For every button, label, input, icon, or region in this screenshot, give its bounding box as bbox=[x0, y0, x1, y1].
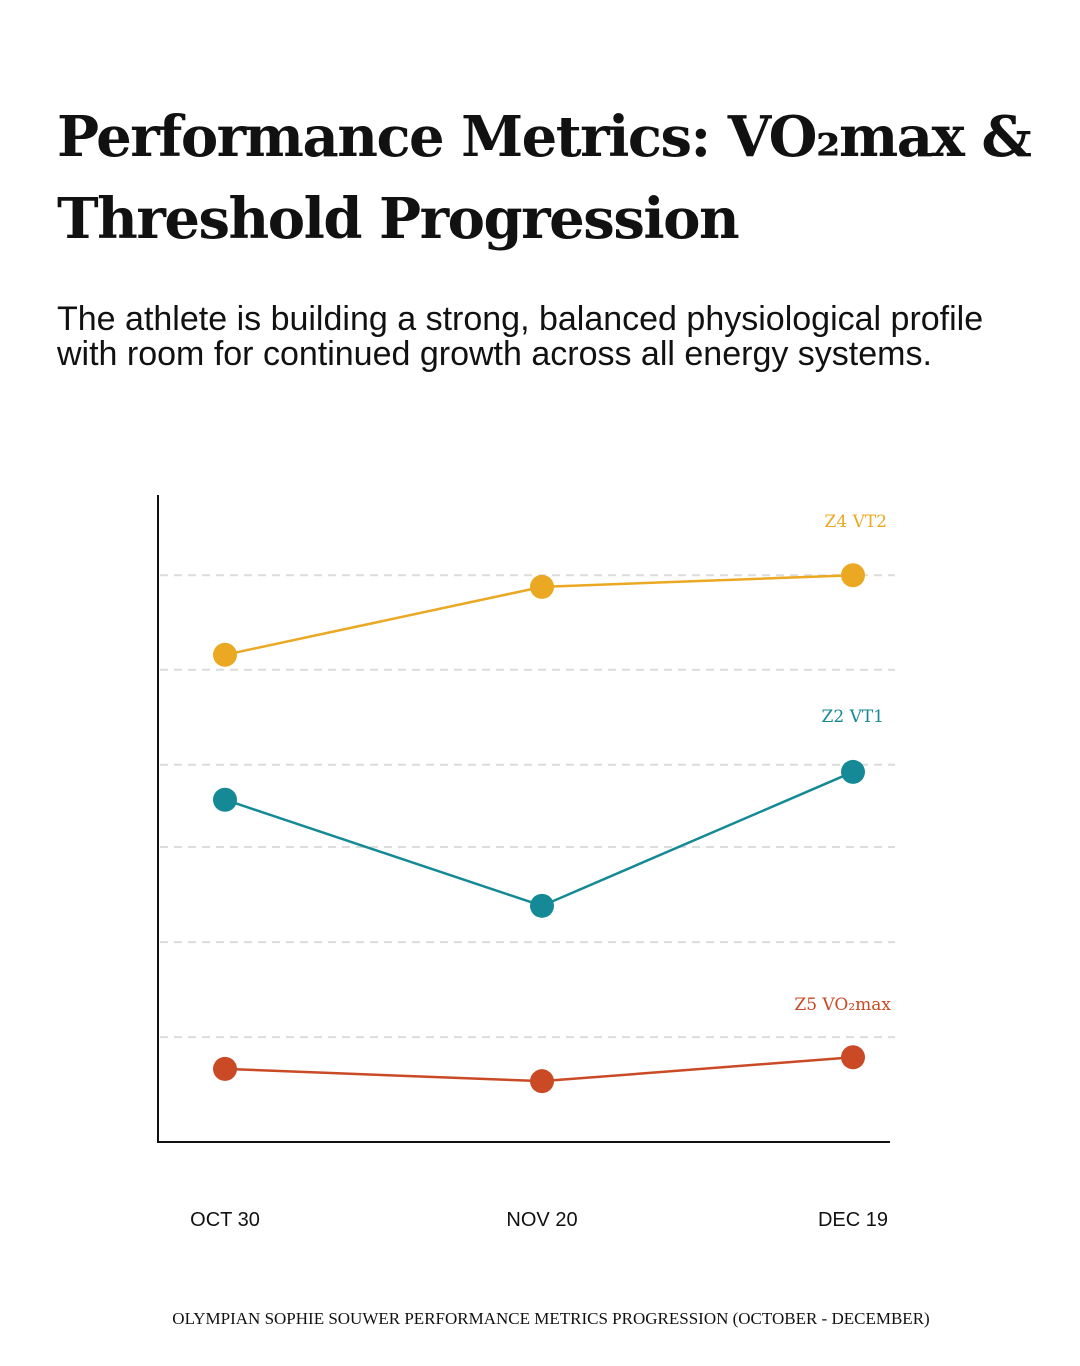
data-point bbox=[213, 1056, 237, 1081]
chart-caption: OLYMPIAN SOPHIE SOUWER PERFORMANCE METRI… bbox=[172, 1309, 930, 1328]
data-point bbox=[213, 787, 237, 812]
x-tick-label: DEC 19 bbox=[818, 1209, 888, 1231]
series-line bbox=[224, 770, 854, 908]
data-point bbox=[530, 1069, 554, 1094]
data-point bbox=[213, 642, 237, 667]
line-chart: OCT 30 NOV 20 DEC 19 Z4 VT2 Z2 VT1 Z5 VO₂max bbox=[157, 495, 895, 1231]
series-label: Z2 VT1 bbox=[822, 707, 884, 727]
series-label: Z4 VT2 bbox=[825, 512, 887, 532]
data-point bbox=[530, 574, 554, 599]
page-subtitle: The athlete is building a strong, balanc… bbox=[57, 300, 984, 373]
data-point bbox=[841, 759, 865, 784]
series-label: Z5 VO₂max bbox=[794, 995, 891, 1015]
data-point bbox=[841, 1045, 865, 1070]
data-point bbox=[530, 893, 554, 918]
x-tick-label: NOV 20 bbox=[506, 1209, 577, 1231]
page-title: Performance Metrics: VO₂max & Threshold … bbox=[57, 104, 1032, 252]
x-tick-label: OCT 30 bbox=[190, 1209, 260, 1231]
data-point bbox=[841, 563, 865, 588]
